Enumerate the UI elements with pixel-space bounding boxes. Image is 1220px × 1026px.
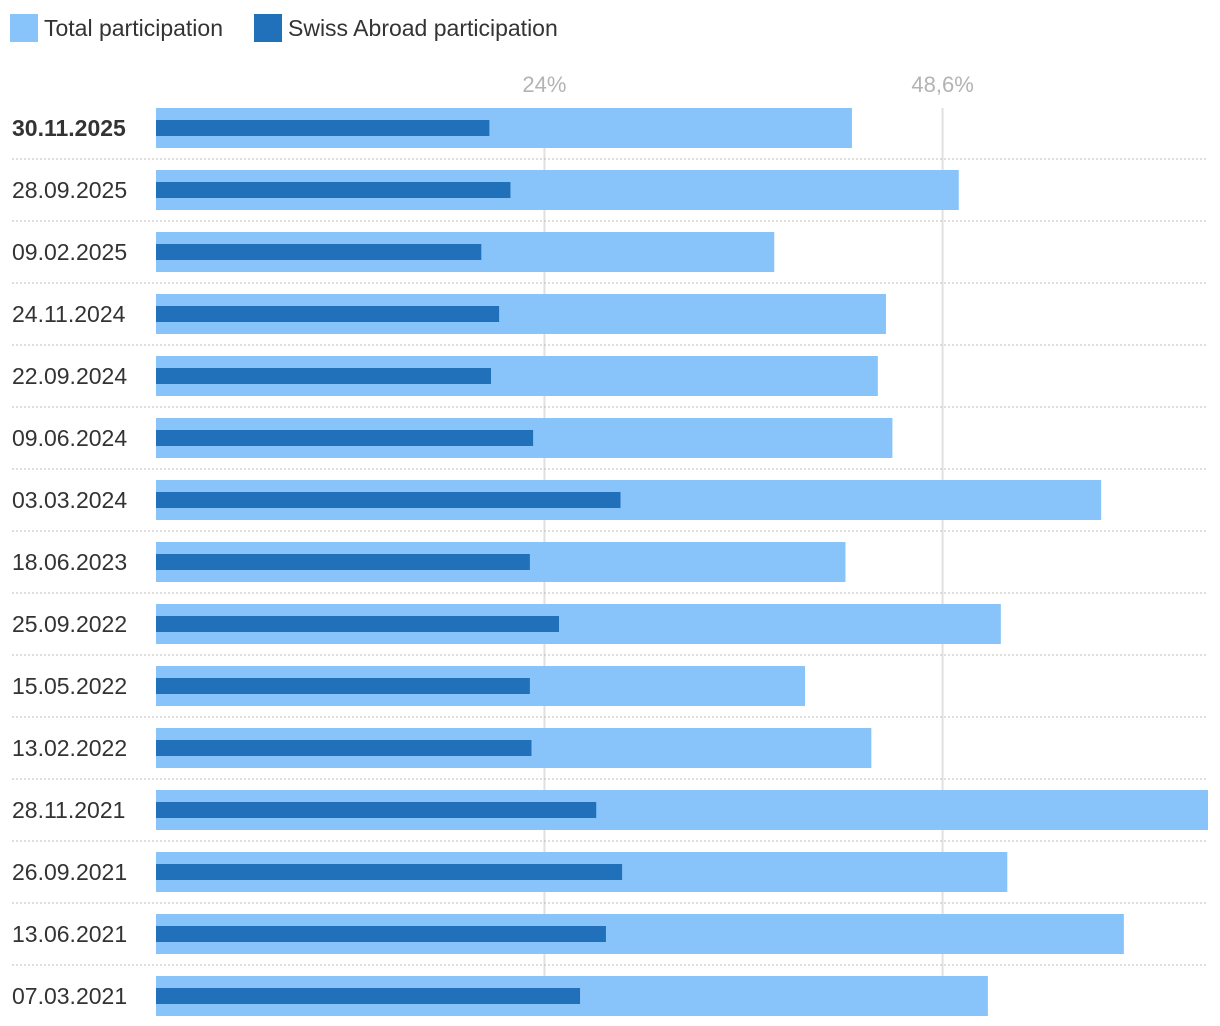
chart-row: 07.03.2021 — [12, 976, 988, 1016]
category-label: 09.02.2025 — [12, 239, 127, 265]
chart-row: 09.06.2024 — [12, 418, 1208, 470]
category-label: 13.02.2022 — [12, 735, 127, 761]
bar-swiss-abroad-participation — [156, 182, 511, 198]
bar-swiss-abroad-participation — [156, 864, 623, 880]
bar-swiss-abroad-participation — [156, 616, 559, 632]
category-label: 09.06.2024 — [12, 425, 127, 451]
chart-row: 30.11.2025 — [12, 108, 1208, 160]
category-label: 30.11.2025 — [12, 115, 126, 141]
category-label: 25.09.2022 — [12, 611, 127, 637]
chart-row: 03.03.2024 — [12, 480, 1208, 532]
chart-row: 28.09.2025 — [12, 170, 1208, 222]
category-label: 22.09.2024 — [12, 363, 127, 389]
bar-swiss-abroad-participation — [156, 678, 530, 694]
category-label: 28.09.2025 — [12, 177, 127, 203]
x-axis-tick-labels: 24% 48,6% — [522, 72, 973, 97]
chart-rows: 30.11.2025 28.09.2025 09.02.2025 24.11.2024… — [12, 108, 1208, 1016]
bar-swiss-abroad-participation — [156, 430, 534, 446]
bar-swiss-abroad-participation — [156, 492, 621, 508]
legend: Total participation Swiss Abroad partici… — [10, 14, 558, 42]
chart-row: 28.11.2021 — [12, 790, 1208, 842]
bar-swiss-abroad-participation — [156, 368, 492, 384]
bar-swiss-abroad-participation — [156, 802, 597, 818]
bar-swiss-abroad-participation — [156, 926, 606, 942]
bar-swiss-abroad-participation — [156, 306, 500, 322]
chart-row: 25.09.2022 — [12, 604, 1208, 656]
legend-swatch-swiss-abroad — [254, 14, 282, 42]
chart-row: 18.06.2023 — [12, 542, 1208, 594]
legend-swatch-total — [10, 14, 38, 42]
bar-swiss-abroad-participation — [156, 554, 530, 570]
chart-row: 22.09.2024 — [12, 356, 1208, 408]
bar-swiss-abroad-participation — [156, 740, 532, 756]
category-label: 13.06.2021 — [12, 921, 127, 947]
chart-row: 26.09.2021 — [12, 852, 1208, 904]
bar-swiss-abroad-participation — [156, 120, 490, 136]
chart-row: 13.06.2021 — [12, 914, 1208, 966]
category-label: 24.11.2024 — [12, 301, 126, 327]
bar-swiss-abroad-participation — [156, 988, 581, 1004]
category-label: 15.05.2022 — [12, 673, 127, 699]
chart-row: 15.05.2022 — [12, 666, 1208, 718]
bar-swiss-abroad-participation — [156, 244, 482, 260]
legend-label-total: Total participation — [44, 15, 223, 41]
category-label: 07.03.2021 — [12, 983, 127, 1009]
category-label: 18.06.2023 — [12, 549, 127, 575]
category-label: 03.03.2024 — [12, 487, 127, 513]
category-label: 26.09.2021 — [12, 859, 127, 885]
x-tick-label-1: 48,6% — [911, 72, 973, 97]
legend-label-swiss-abroad: Swiss Abroad participation — [288, 15, 558, 41]
chart-row: 13.02.2022 — [12, 728, 1208, 780]
category-label: 28.11.2021 — [12, 797, 125, 823]
chart-row: 24.11.2024 — [12, 294, 1208, 346]
chart-row: 09.02.2025 — [12, 232, 1208, 284]
x-tick-label-0: 24% — [522, 72, 566, 97]
